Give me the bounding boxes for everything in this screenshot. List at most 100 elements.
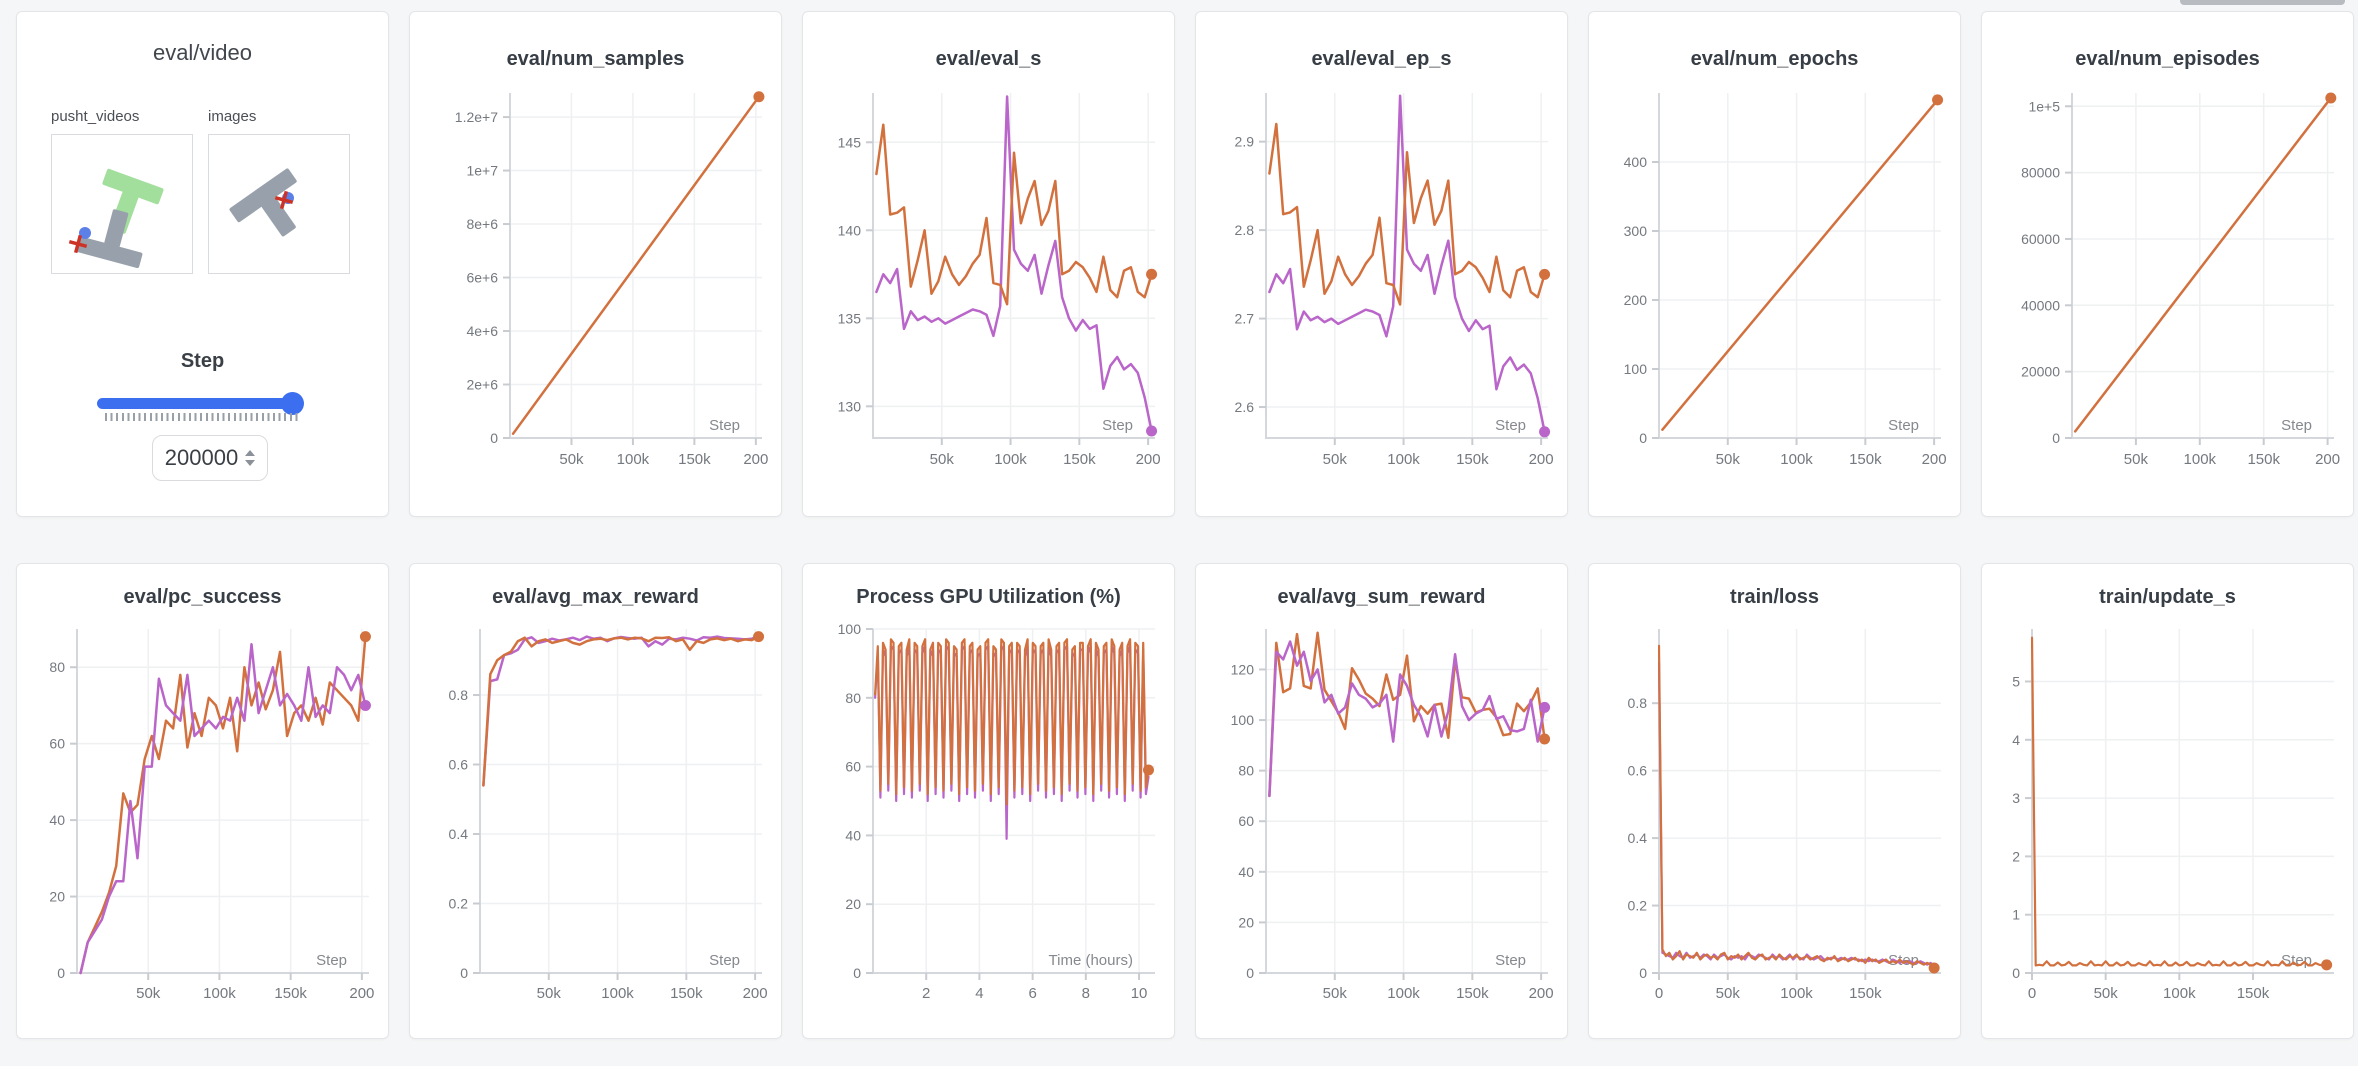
svg-text:80: 80 [49, 659, 65, 675]
svg-text:150k: 150k [1063, 451, 1096, 468]
spinner-down-icon[interactable] [245, 460, 256, 466]
step-slider-knob[interactable] [281, 392, 304, 415]
svg-text:100k: 100k [1780, 451, 1813, 468]
agent-dot-icon [79, 227, 91, 239]
svg-text:100k: 100k [601, 985, 634, 1002]
svg-text:20: 20 [49, 889, 65, 905]
videos-label: pusht_videos [51, 108, 140, 125]
green-t-block-icon [102, 168, 164, 234]
svg-text:Step: Step [2281, 952, 2312, 969]
svg-text:100: 100 [1624, 361, 1648, 377]
panel-gpu-utilization[interactable]: Process GPU Utilization (%) 0 20 40 60 80 100… [802, 563, 1175, 1039]
svg-text:0: 0 [1639, 430, 1647, 446]
svg-text:80: 80 [1238, 763, 1254, 779]
panel-eval-num-epochs[interactable]: eval/num_epochs 0 100 200 300 400 50k 100k 150k… [1588, 11, 1961, 517]
svg-text:150k: 150k [274, 985, 307, 1002]
panel-train-update-s[interactable]: train/update_s 0 1 2 3 4 5 0 50k 100k 150k Step [1981, 563, 2354, 1039]
svg-text:0: 0 [460, 965, 468, 981]
svg-text:20: 20 [845, 896, 861, 912]
svg-text:200: 200 [1529, 451, 1554, 468]
horizontal-scrollbar-thumb[interactable] [2180, 0, 2345, 5]
svg-text:100k: 100k [617, 451, 650, 468]
goal-cross-icon [68, 234, 88, 254]
chart-title: train/loss [1730, 586, 1819, 608]
svg-text:0: 0 [57, 965, 65, 981]
spinner-up-icon[interactable] [245, 450, 256, 456]
step-slider-ruler [105, 413, 301, 421]
svg-text:40: 40 [845, 827, 861, 843]
svg-text:1e+5: 1e+5 [2028, 98, 2060, 114]
gray-t-block-icon [77, 209, 143, 269]
svg-text:100k: 100k [2184, 451, 2217, 468]
svg-text:200: 200 [743, 451, 768, 468]
svg-text:50k: 50k [1716, 451, 1741, 468]
chart-title: eval/pc_success [123, 586, 282, 608]
svg-text:4: 4 [2012, 732, 2020, 748]
svg-text:50k: 50k [2124, 451, 2149, 468]
svg-text:20: 20 [1238, 914, 1254, 930]
svg-text:150k: 150k [1849, 451, 1882, 468]
step-value-input[interactable]: 200000 [152, 435, 268, 481]
chart-title: eval/avg_sum_reward [1277, 586, 1486, 608]
panel-eval-pc-success[interactable]: eval/pc_success 0 20 40 60 80 50k 100k 150k 200 S… [16, 563, 389, 1039]
svg-text:Step: Step [1495, 952, 1526, 969]
svg-text:60: 60 [845, 759, 861, 775]
panel-eval-eval-s[interactable]: eval/eval_s 130 135 140 145 50k 100k 150k 200 St… [802, 11, 1175, 517]
svg-text:100k: 100k [1780, 985, 1813, 1002]
svg-text:200: 200 [1529, 985, 1554, 1002]
svg-text:Step: Step [709, 417, 740, 434]
svg-text:Step: Step [709, 952, 740, 969]
panel-eval-num-samples[interactable]: eval/num_samples 0 2e+6 4e+6 6e+6 8e+6 1e+7 1.… [409, 11, 782, 517]
svg-text:4e+6: 4e+6 [466, 323, 498, 339]
svg-text:2.7: 2.7 [1235, 311, 1255, 327]
svg-text:8: 8 [1082, 985, 1090, 1002]
svg-text:200: 200 [349, 985, 374, 1002]
svg-text:10: 10 [1131, 985, 1148, 1002]
svg-text:150k: 150k [678, 451, 711, 468]
panel-eval-avg-sum-reward[interactable]: eval/avg_sum_reward 0 20 40 60 80 100 120 50k 10… [1195, 563, 1568, 1039]
svg-text:150k: 150k [670, 985, 703, 1002]
gray-t-block-icon [229, 168, 297, 237]
pusht-scene-image [68, 168, 164, 269]
svg-text:100k: 100k [2163, 985, 2196, 1002]
svg-text:50k: 50k [1716, 985, 1741, 1002]
svg-text:5: 5 [2012, 673, 2020, 689]
svg-text:100: 100 [838, 621, 862, 637]
svg-text:Step: Step [316, 952, 347, 969]
svg-text:Time (hours): Time (hours) [1049, 952, 1133, 969]
svg-text:80: 80 [845, 690, 861, 706]
panel-title: eval/video [152, 40, 253, 65]
svg-text:50k: 50k [537, 985, 562, 1002]
pusht-video-thumbnail[interactable] [51, 134, 193, 274]
panel-eval-video[interactable]: eval/video pusht_videos images [16, 11, 389, 517]
svg-text:40: 40 [1238, 864, 1254, 880]
svg-text:2e+6: 2e+6 [466, 377, 498, 393]
svg-text:0.8: 0.8 [449, 687, 469, 703]
svg-text:2.8: 2.8 [1235, 222, 1255, 238]
svg-text:50k: 50k [136, 985, 161, 1002]
svg-text:200: 200 [2315, 451, 2340, 468]
svg-text:100k: 100k [1387, 451, 1420, 468]
panel-train-loss[interactable]: train/loss 0 0.2 0.4 0.6 0.8 0 50k 100k 150k Step [1588, 563, 1961, 1039]
svg-text:0: 0 [1246, 965, 1254, 981]
svg-text:50k: 50k [559, 451, 584, 468]
images-thumbnail[interactable] [208, 134, 350, 274]
svg-text:200: 200 [1922, 451, 1947, 468]
step-value: 200000 [164, 445, 239, 470]
panel-eval-num-episodes[interactable]: eval/num_episodes 0 20000 40000 60000 80000 1… [1981, 11, 2354, 517]
svg-text:300: 300 [1624, 223, 1648, 239]
svg-text:0: 0 [853, 965, 861, 981]
panel-eval-avg-max-reward[interactable]: eval/avg_max_reward 0 0.2 0.4 0.6 0.8 50k 100k… [409, 563, 782, 1039]
step-slider-label: Step [180, 350, 225, 372]
svg-text:40000: 40000 [2021, 297, 2060, 313]
chart-title: eval/num_epochs [1690, 48, 1859, 70]
images-scene-image [229, 168, 297, 237]
svg-text:6e+6: 6e+6 [466, 270, 498, 286]
step-slider[interactable] [97, 392, 304, 415]
svg-text:200: 200 [743, 985, 768, 1002]
panel-eval-eval-ep-s[interactable]: eval/eval_ep_s 2.6 2.7 2.8 2.9 50k 100k 150k 20… [1195, 11, 1568, 517]
svg-text:Step: Step [1888, 417, 1919, 434]
chart-title: eval/num_episodes [2075, 48, 2260, 70]
svg-text:0.8: 0.8 [1628, 695, 1648, 711]
